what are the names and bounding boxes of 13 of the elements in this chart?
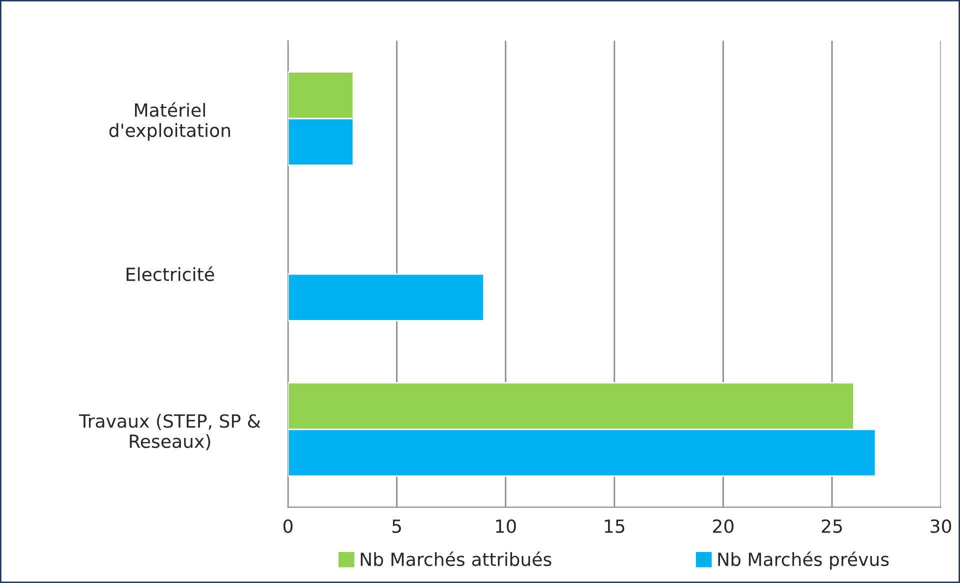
legend-label: Nb Marchés prévus <box>718 551 889 570</box>
x-tick-label: 25 <box>822 519 842 533</box>
x-tick-label: 10 <box>496 519 516 533</box>
x-tick-label: 5 <box>392 520 401 533</box>
bar <box>288 273 485 322</box>
y-tick-label: Matériel d'exploitation <box>109 102 230 141</box>
x-tick-label: 20 <box>713 519 734 533</box>
x-tick-label: 0 <box>283 519 293 533</box>
y-tick-label: Electricité <box>126 266 214 282</box>
y-tick-label: Travaux (STEP, SP & Reseaux) <box>78 414 260 450</box>
legend-label: Nb Marchés attribués <box>360 551 552 566</box>
x-tick-label: 15 <box>604 520 624 533</box>
x-tick-label: 30 <box>930 519 952 533</box>
